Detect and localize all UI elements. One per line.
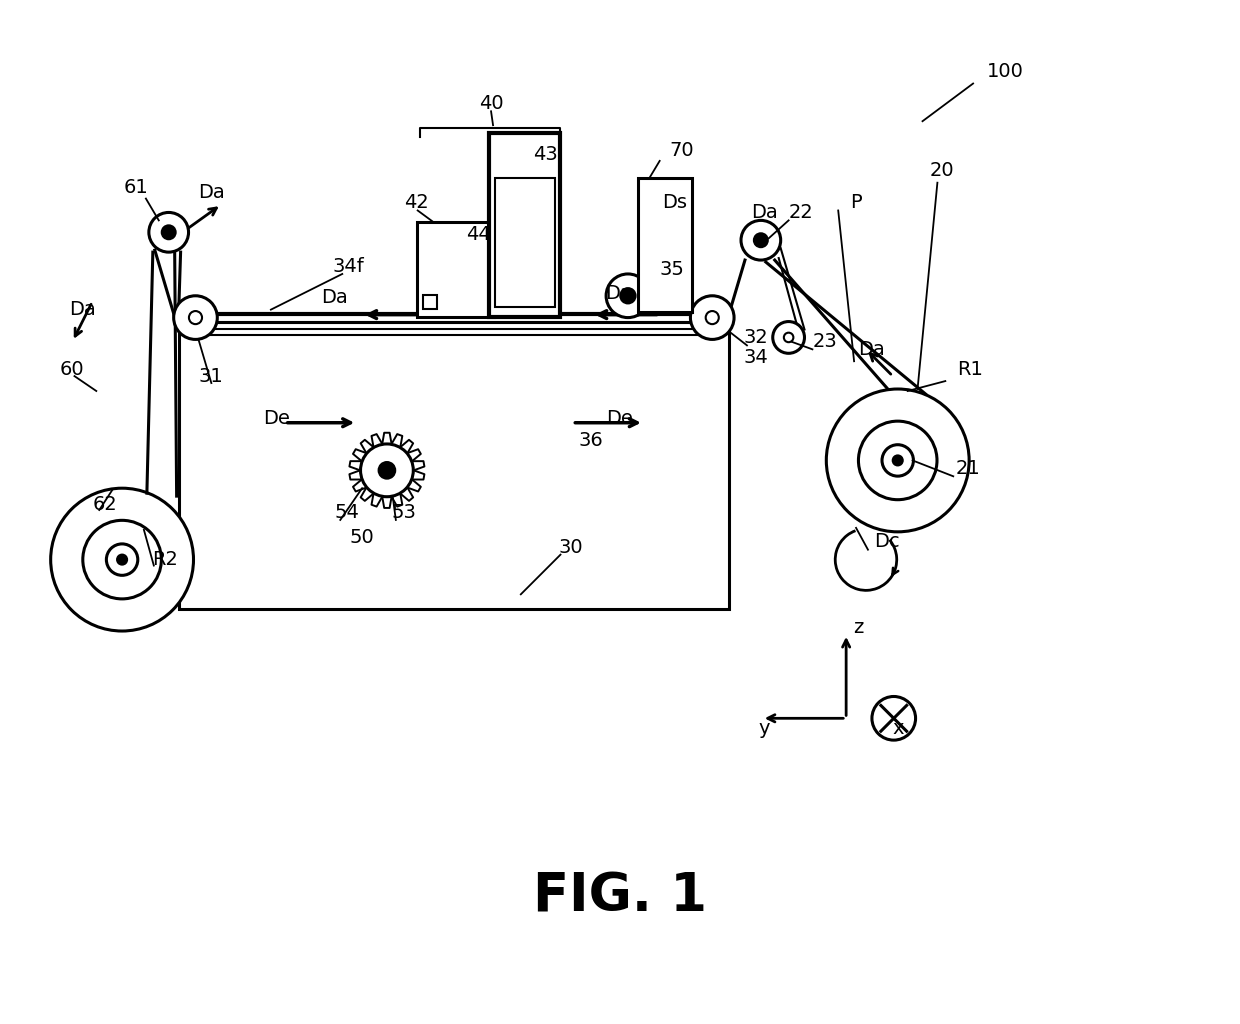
- Text: Da: Da: [605, 285, 631, 303]
- Text: De: De: [606, 410, 632, 428]
- Text: 40: 40: [479, 94, 503, 113]
- Text: 43: 43: [533, 145, 558, 165]
- Text: 35: 35: [660, 260, 684, 280]
- Text: 31: 31: [198, 367, 223, 386]
- Bar: [417, 222, 494, 316]
- Circle shape: [706, 311, 719, 325]
- Text: 61: 61: [124, 178, 149, 198]
- Circle shape: [754, 233, 768, 247]
- Text: P: P: [851, 194, 862, 212]
- Text: 23: 23: [812, 332, 837, 351]
- Text: Da: Da: [858, 340, 885, 358]
- Text: 53: 53: [392, 503, 417, 521]
- Circle shape: [83, 520, 161, 599]
- Text: 34f: 34f: [332, 257, 365, 275]
- Text: 22: 22: [789, 203, 813, 222]
- Text: 20: 20: [930, 162, 954, 180]
- Text: Da: Da: [198, 183, 226, 202]
- Circle shape: [620, 288, 636, 303]
- Text: z: z: [853, 617, 863, 637]
- Circle shape: [872, 696, 915, 740]
- Text: 50: 50: [350, 528, 374, 547]
- Text: 32: 32: [744, 328, 769, 347]
- Circle shape: [107, 544, 138, 575]
- Text: y: y: [759, 719, 770, 737]
- Text: Ds: Ds: [662, 194, 687, 212]
- Circle shape: [893, 456, 903, 466]
- Circle shape: [882, 444, 914, 476]
- Bar: [423, 295, 436, 308]
- Text: Da: Da: [751, 203, 777, 222]
- Text: 34: 34: [744, 348, 769, 367]
- Circle shape: [117, 555, 126, 564]
- Circle shape: [742, 220, 781, 260]
- Text: Da: Da: [69, 300, 97, 319]
- Text: De: De: [263, 410, 290, 428]
- Text: 62: 62: [92, 495, 117, 514]
- Text: Da: Da: [321, 289, 347, 307]
- Circle shape: [773, 322, 805, 353]
- Bar: [179, 322, 729, 609]
- Circle shape: [149, 212, 188, 252]
- Bar: [637, 178, 692, 311]
- Circle shape: [361, 444, 413, 497]
- Text: x: x: [893, 719, 904, 737]
- Circle shape: [51, 488, 193, 631]
- Circle shape: [161, 225, 176, 240]
- Text: Dc: Dc: [874, 532, 899, 551]
- Circle shape: [606, 274, 650, 317]
- Text: R1: R1: [957, 359, 983, 379]
- Circle shape: [826, 389, 970, 531]
- Circle shape: [784, 333, 794, 342]
- Bar: [495, 178, 554, 306]
- Text: 30: 30: [558, 539, 583, 557]
- Circle shape: [378, 462, 396, 478]
- Text: FIG. 1: FIG. 1: [533, 870, 707, 923]
- Circle shape: [174, 296, 217, 339]
- Bar: [489, 133, 560, 316]
- Text: 54: 54: [335, 503, 360, 521]
- Circle shape: [858, 421, 937, 500]
- Text: 44: 44: [466, 225, 491, 244]
- Text: R2: R2: [151, 550, 177, 569]
- Text: 100: 100: [987, 62, 1024, 81]
- Text: 70: 70: [670, 141, 694, 161]
- Text: 42: 42: [404, 194, 429, 212]
- Circle shape: [691, 296, 734, 339]
- Text: 36: 36: [578, 431, 603, 451]
- Circle shape: [188, 311, 202, 325]
- Text: 60: 60: [60, 359, 84, 379]
- Text: 21: 21: [955, 459, 980, 478]
